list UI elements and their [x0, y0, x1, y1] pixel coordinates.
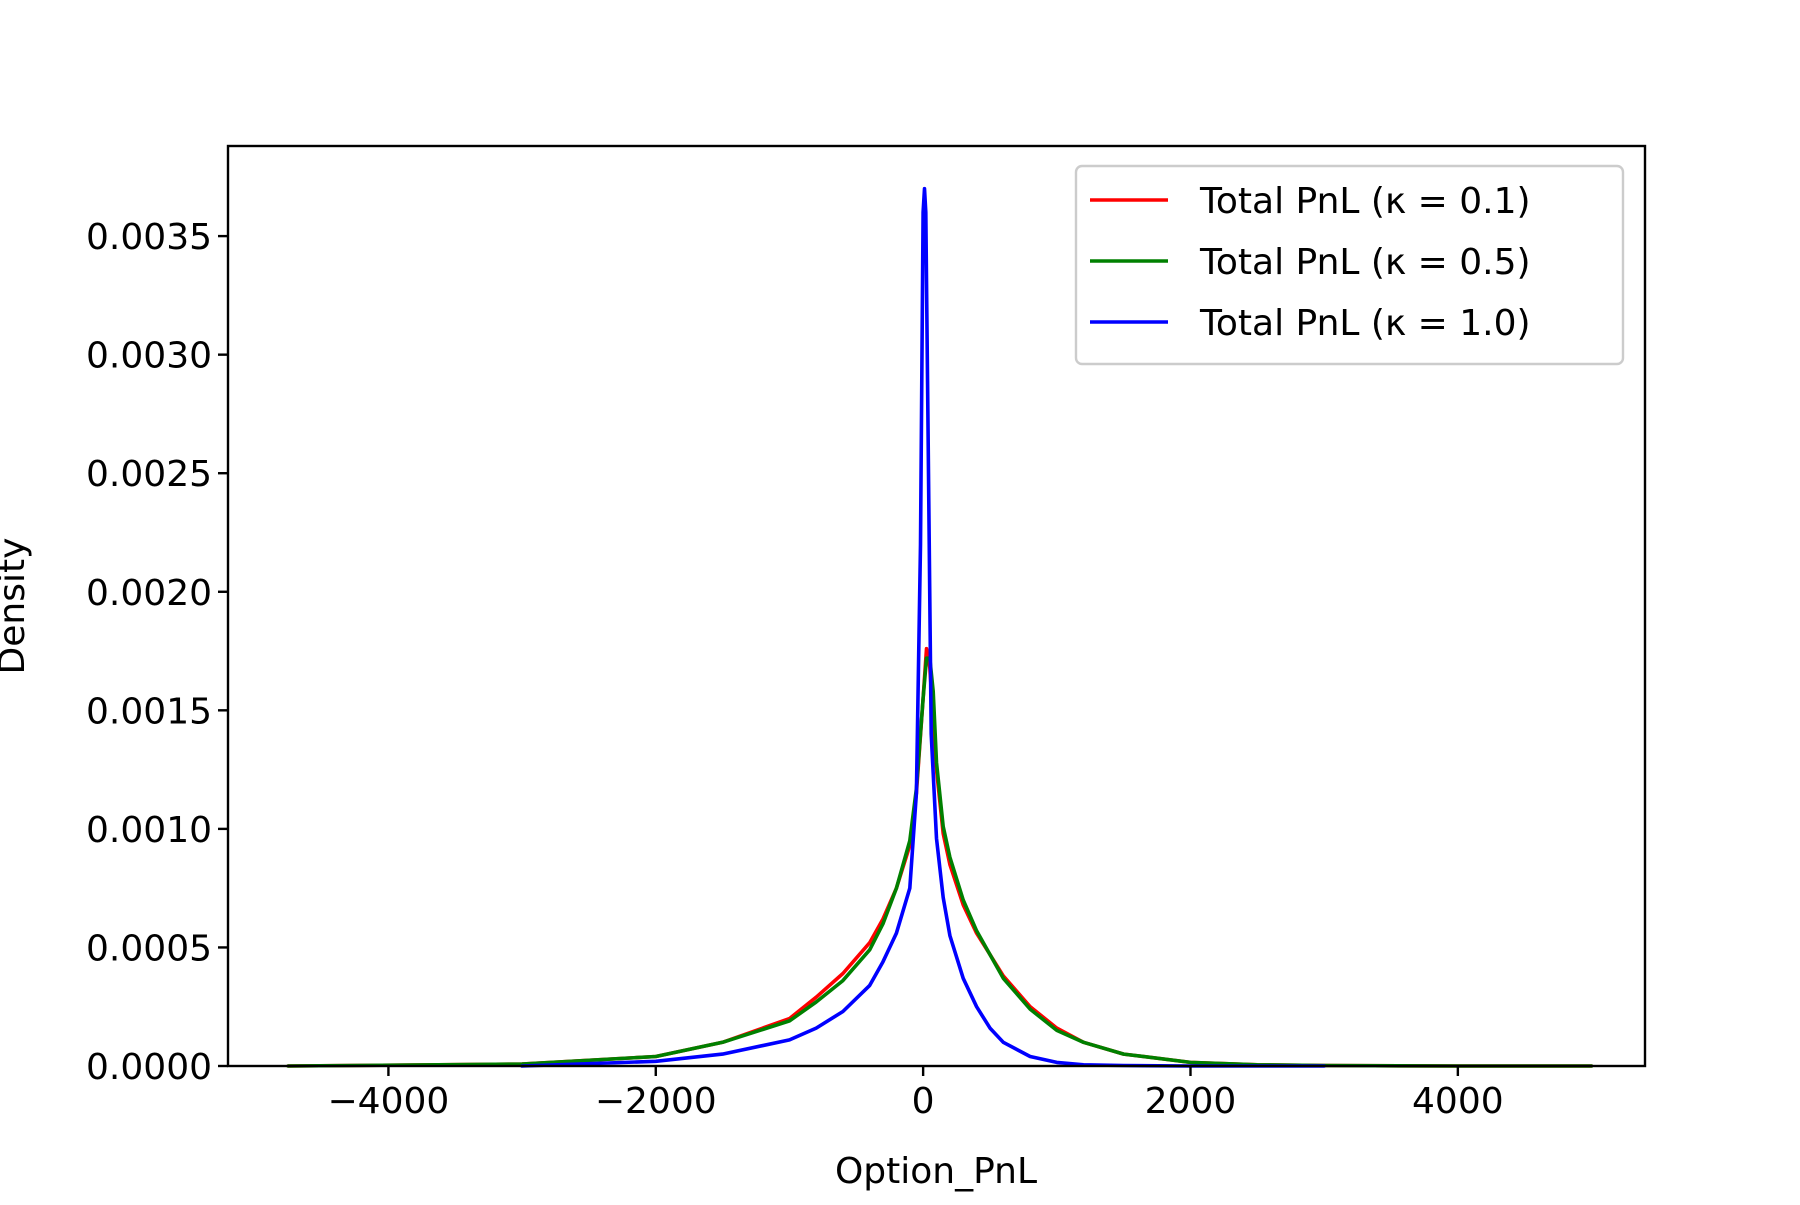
y-tick-label: 0.0010 — [86, 810, 212, 851]
legend-label-1: Total PnL (κ = 0.1) — [1199, 181, 1531, 222]
x-tick-label: −2000 — [595, 1081, 717, 1122]
x-tick-label: 4000 — [1412, 1081, 1504, 1122]
y-tick-label: 0.0035 — [86, 217, 212, 258]
y-axis-label: Density — [0, 538, 33, 675]
y-tick-label: 0.0030 — [86, 336, 212, 377]
x-tick-label: 2000 — [1145, 1081, 1237, 1122]
legend-label-3: Total PnL (κ = 1.0) — [1199, 303, 1531, 344]
x-tick-label: −4000 — [328, 1081, 450, 1122]
x-tick-label: 0 — [912, 1081, 935, 1122]
y-tick-label: 0.0025 — [86, 454, 212, 495]
y-tick-label: 0.0000 — [86, 1047, 212, 1088]
y-axis-ticks: 0.0000 0.0005 0.0010 0.0015 0.0020 0.0025 0.00… — [86, 217, 228, 1088]
x-axis-label: Option_PnL — [835, 1151, 1037, 1192]
x-axis-ticks: −4000 −2000 0 2000 4000 — [328, 1066, 1504, 1122]
series-line-3 — [520, 186, 1326, 1068]
y-tick-label: 0.0005 — [86, 928, 212, 969]
y-tick-label: 0.0020 — [86, 573, 212, 614]
series-line-2 — [286, 656, 1594, 1068]
y-tick-label: 0.0015 — [86, 691, 212, 732]
legend-frame — [1074, 164, 1625, 366]
legend: Total PnL (κ = 0.1) Total PnL (κ = 0.5) To… — [1074, 164, 1625, 366]
series-curves — [286, 186, 1594, 1068]
legend-label-2: Total PnL (κ = 0.5) — [1199, 242, 1531, 283]
plot-frame — [226, 144, 1647, 1068]
